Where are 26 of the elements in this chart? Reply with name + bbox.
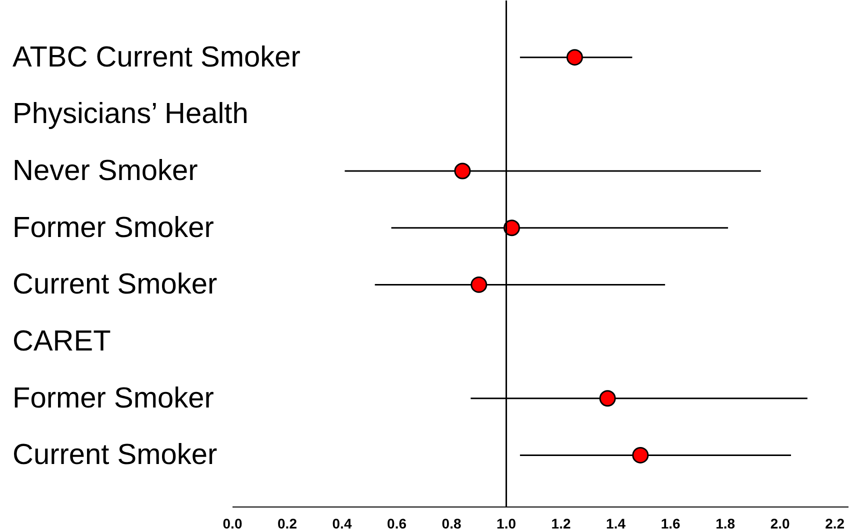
y-tick-label: Former Smoker [12, 212, 214, 244]
x-tick-label: 1.6 [660, 516, 680, 531]
x-tick-label: 1.4 [606, 516, 626, 531]
x-tick-label: 1.0 [496, 516, 516, 531]
point [454, 162, 471, 180]
y-tick-label: Current Smoker [12, 439, 218, 472]
x-tick-label: 0.0 [222, 516, 242, 531]
x-tick-label: 2.2 [825, 516, 845, 531]
y-tick-label: Never Smoker [12, 155, 198, 188]
x-tick-label: 0.2 [278, 516, 298, 531]
point [470, 276, 488, 293]
x-tick-label: 1.8 [716, 516, 736, 531]
x-tick-label: 2.0 [770, 516, 790, 531]
point [566, 49, 583, 66]
y-tick-label: ATBC Current Smoker [12, 41, 301, 74]
point [599, 390, 616, 407]
y-tick-label: CARET [12, 326, 112, 358]
x-tick-label: 1.2 [551, 516, 571, 531]
y-tick-label: Current Smoker [12, 268, 218, 301]
x-tick-label: 0.6 [387, 516, 407, 531]
x-tick-label: 0.8 [442, 516, 462, 531]
y-tick-label: Physicians’ Health [12, 98, 248, 130]
point [632, 446, 649, 464]
point [504, 220, 520, 236]
y-tick-label: Former Smoker [12, 382, 214, 414]
x-tick-label: 0.4 [332, 516, 352, 531]
